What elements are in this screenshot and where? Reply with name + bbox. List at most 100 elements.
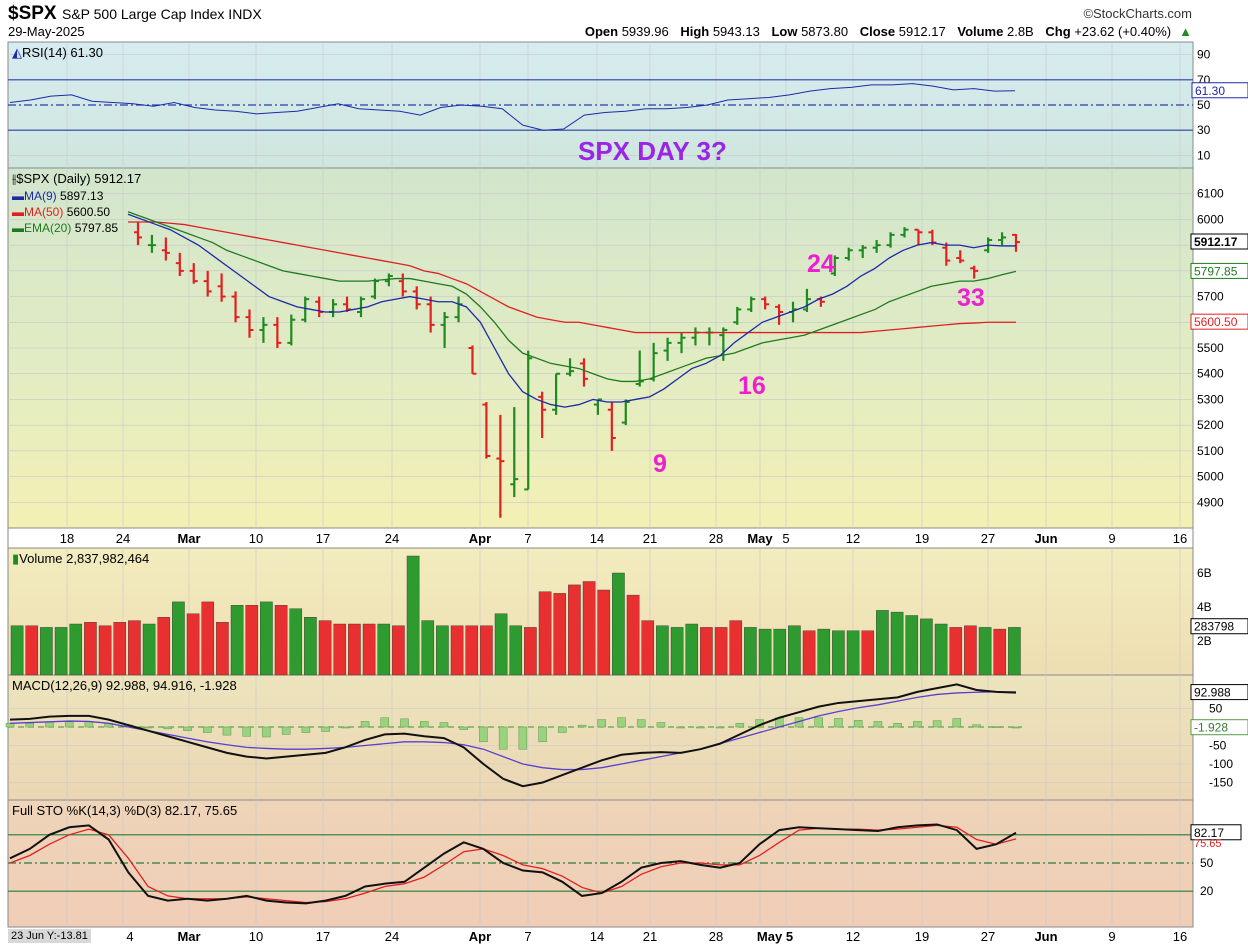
stochastic-panel[interactable] [8,823,1193,905]
brand-label[interactable]: ©StockCharts.com [1083,6,1192,21]
ohlc-bar [231,291,240,323]
up-arrow-icon: ▲ [1179,24,1192,39]
ohlc-bar [830,255,839,276]
price-tick-label: 6100 [1197,187,1224,201]
date-tick-label: 24 [116,531,130,546]
ohlc-bar [1012,233,1020,252]
open-label: Open [584,24,619,39]
bottom-date-tick-label: 12 [846,929,860,944]
ohlc-bar [273,317,282,348]
volume-bar [318,620,332,676]
sto-d-last-value: 75.65 [1194,838,1222,850]
macd-histogram-bar [143,726,153,729]
rsi-tick-label: 50 [1197,98,1211,112]
macd-histogram-bar [992,726,1001,728]
macd-histogram-bar [439,722,449,728]
macd-panel[interactable] [5,683,1022,788]
panel-bg-macd [7,674,1194,801]
macd-hist-last-value: -1.928 [1194,721,1228,735]
price-tick-label: 5300 [1197,392,1224,406]
volume-bar [817,628,831,676]
sto-k-last-value: 82.17 [1194,826,1224,840]
ohlc-bar [161,237,170,261]
cursor-readout: 23 Jun Y:-13.81 [8,929,91,943]
price-last-value: 5912.17 [1194,235,1238,249]
bottom-date-tick-label: 9 [1108,929,1115,944]
macd-histogram-bar [341,726,350,729]
volume-panel[interactable] [10,555,1021,676]
macd-histogram-bar [538,726,547,743]
volume-bar [377,623,391,676]
volume-bar [568,584,581,676]
macd-histogram-bar [360,721,370,728]
date-tick-label: 9 [1108,531,1115,546]
volume-bar [964,625,977,676]
bottom-date-tick-label: 14 [590,929,604,944]
ohlc-bar [872,240,881,253]
annotation-spx-day3: SPX DAY 3? [578,136,727,166]
volume-bar [494,613,508,676]
axis-labels: 907050301061.306100600059005800570056005… [60,48,1248,944]
date-tick-label: 27 [981,531,995,546]
price-last-value: 5600.50 [1194,315,1238,329]
volume-bar [10,625,24,676]
date-axis-band [7,527,1194,549]
macd-histogram-bar [715,726,725,729]
volume-bar [934,623,948,676]
volume-bar [670,627,684,676]
date-tick-label: 7 [524,531,531,546]
macd-histogram-bar [893,723,902,728]
ohlc-bar [677,332,686,354]
volume-bar [949,627,963,676]
volume-bar [656,625,669,676]
macd-title: MACD(12,26,9) 92.988, 94.916, -1.928 [12,678,237,693]
volume-bar [260,601,273,676]
volume-bar [304,617,317,676]
ohlc-bar-icon: ⫲ [12,171,17,186]
volume-bar [538,591,552,676]
volume-bar [245,605,259,676]
price-panel[interactable]: SPX DAY 3? 9 16 24 33 [127,136,1020,518]
ohlc-bar [524,350,533,491]
volume-bar [993,628,1007,676]
volume-bar [582,581,596,676]
volume-bar [274,605,288,676]
macd-histogram-bar [5,723,15,728]
macd-histogram-bar [281,726,291,735]
volume-bar [172,601,185,676]
volume-tick-label: 4B [1197,600,1212,614]
ticker-symbol: $SPX [8,3,57,24]
macd-histogram-bar [419,721,429,728]
rsi-panel[interactable] [8,79,1193,131]
ohlc-bar [747,296,756,312]
price-tick-label: 5100 [1197,444,1224,458]
ohlc-summary: Open 5939.96 High 5943.13 Low 5873.80 Cl… [585,24,1192,39]
volume-bar [113,622,127,676]
change-label: Chg [1045,24,1071,39]
macd-histogram-bar [952,718,962,728]
date-tick-label: 24 [385,531,399,546]
volume-bar [84,622,97,676]
price-tick-label: 5000 [1197,470,1224,484]
volume-bar [920,618,933,676]
macd-histogram-bar [498,726,508,750]
legend-ma9: ▬MA(9) 5897.13 [12,189,104,203]
ema20-line [127,211,1017,383]
ohlc-bar [203,270,212,297]
volume-bar [40,627,53,676]
macd-last-value: 92.988 [1194,686,1231,700]
date-tick-label: Jun [1034,531,1057,546]
macd-histogram-bar [558,726,567,733]
ma9-line [127,213,1016,408]
macd-hist-last-value-box [1190,719,1248,736]
sto-title: Full STO %K(14,3) %D(3) 82.17, 75.65 [12,803,238,818]
volume-last-value: 283798 [1194,620,1234,634]
macd-histogram-bar [853,720,863,728]
price-tick-label: 4900 [1197,495,1224,509]
volume-bar [685,623,699,676]
volume-bar [553,593,567,676]
volume-bar [289,608,303,676]
sto-k-line [9,823,1017,905]
sto-last-value-box [1190,824,1242,841]
